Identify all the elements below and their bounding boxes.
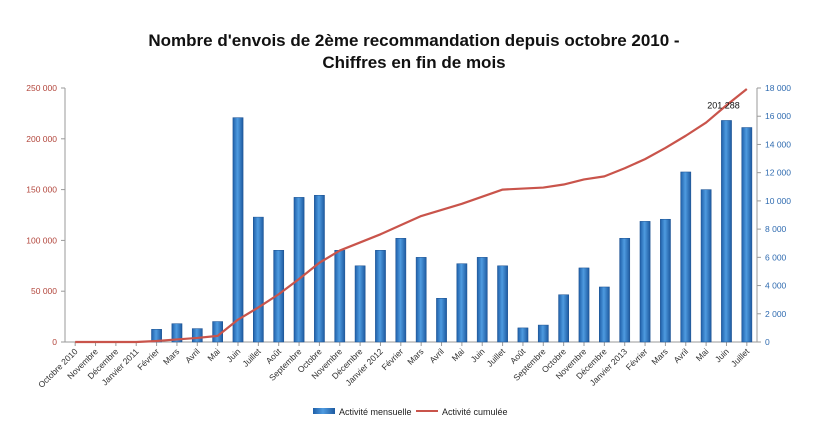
chart-legend: Activité mensuelle Activité cumulée	[313, 407, 508, 417]
bar	[354, 265, 366, 343]
left-axis-tick-label: 0	[52, 337, 57, 347]
bar	[558, 294, 569, 343]
bar	[476, 257, 488, 343]
x-axis-category-label: Mai	[450, 346, 467, 363]
x-axis-category-label: Mai	[694, 346, 711, 363]
bar	[639, 221, 651, 343]
x-axis-category-label: Avril	[183, 346, 202, 365]
right-axis-tick-label: 4 000	[765, 281, 787, 291]
bar	[375, 250, 386, 343]
x-axis-category-label: Avril	[672, 346, 691, 365]
bar	[253, 216, 264, 343]
left-axis-tick-label: 50 000	[31, 286, 57, 296]
legend-bar-swatch	[313, 408, 335, 414]
bar	[619, 238, 631, 343]
right-axis-tick-label: 0	[765, 337, 770, 347]
bar	[456, 263, 468, 343]
legend-label: Activité cumulée	[442, 407, 508, 417]
x-axis-category-label: Juillet	[485, 346, 508, 369]
bar	[415, 257, 427, 343]
right-axis-tick-label: 12 000	[765, 168, 791, 178]
bar	[191, 328, 203, 343]
x-axis-category-label: Février	[624, 346, 650, 372]
right-axis-tick-label: 10 000	[765, 196, 791, 206]
right-axis-tick-label: 18 000	[765, 83, 791, 93]
x-axis-category-label: Mars	[649, 346, 669, 366]
bar	[680, 171, 692, 343]
right-axis-tick-label: 2 000	[765, 309, 787, 319]
bar	[232, 117, 244, 343]
bar	[395, 238, 407, 343]
bar	[171, 323, 183, 343]
x-axis-category-label: Avril	[427, 346, 446, 365]
x-axis-category-label: Mars	[405, 346, 425, 366]
cumulative-line	[75, 88, 748, 344]
tick-labels: 0 50 000 100 000 150 000 200 000 250 000 0 2 00…	[26, 83, 791, 390]
x-axis-category-label: Juillet	[240, 346, 263, 369]
x-axis-category-label: Février	[379, 346, 405, 372]
x-axis-category-label: Juillet	[729, 346, 752, 369]
bar	[273, 250, 285, 343]
bar	[293, 197, 305, 343]
bar	[741, 127, 753, 343]
legend-label: Activité mensuelle	[339, 407, 412, 417]
bar	[314, 194, 325, 343]
right-axis-tick-label: 14 000	[765, 139, 791, 149]
right-axis-tick-label: 8 000	[765, 224, 787, 234]
chart-title: Nombre d'envois de 2ème recommandation d…	[0, 30, 828, 74]
right-axis-tick-label: 6 000	[765, 252, 787, 262]
bar	[517, 327, 529, 343]
bar	[537, 324, 549, 343]
data-label: 201 288	[707, 100, 740, 110]
chart-title-line-1: Nombre d'envois de 2ème recommandation d…	[148, 31, 680, 50]
bar	[578, 267, 590, 343]
left-axis-tick-label: 150 000	[26, 185, 57, 195]
bar	[334, 250, 346, 343]
chart-axes	[61, 87, 761, 346]
bar	[700, 189, 712, 343]
line-series	[75, 88, 748, 344]
bar	[436, 298, 447, 343]
chart-title-line-2: Chiffres en fin de mois	[322, 53, 506, 72]
bar	[721, 120, 732, 343]
bar	[599, 286, 610, 343]
x-axis-category-label: Février	[135, 346, 161, 372]
left-axis-tick-label: 200 000	[26, 134, 57, 144]
x-axis-category-label: Mars	[161, 346, 181, 366]
bar	[497, 265, 508, 343]
bar	[660, 218, 671, 343]
x-axis-category-label: Mai	[205, 346, 222, 363]
right-axis-tick-label: 16 000	[765, 111, 791, 121]
left-axis-tick-label: 250 000	[26, 83, 57, 93]
bar-series	[151, 117, 753, 343]
left-axis-tick-label: 100 000	[26, 235, 57, 245]
